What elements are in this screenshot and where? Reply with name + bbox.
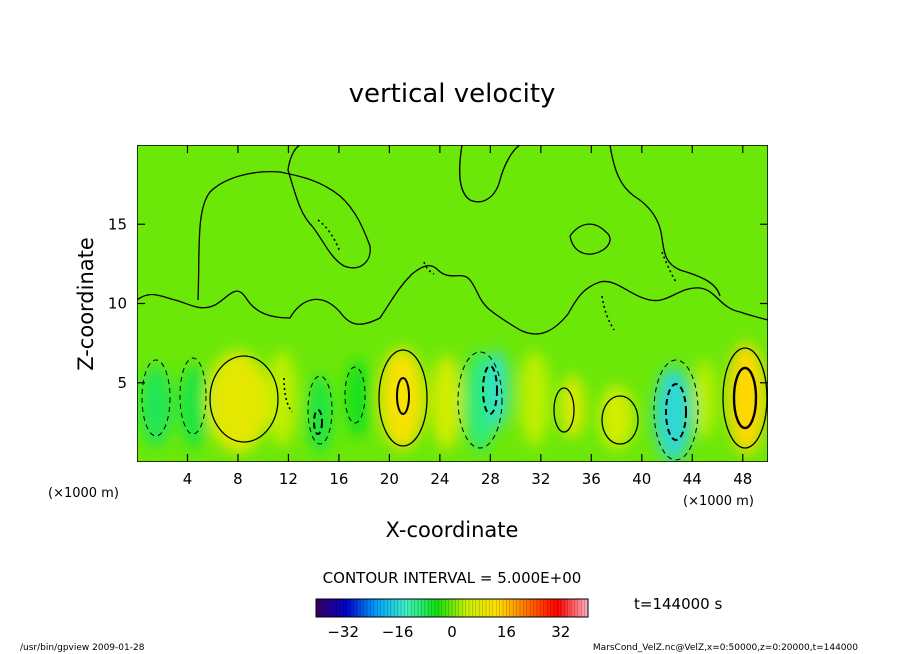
cell-contour bbox=[209, 355, 279, 443]
x-tick-label: 28 bbox=[481, 470, 500, 488]
colorbar-tick-label: −16 bbox=[382, 623, 414, 641]
x-tick-label: 16 bbox=[329, 470, 348, 488]
x-tick-label: 32 bbox=[531, 470, 550, 488]
cell-contour bbox=[732, 366, 758, 430]
neg-contour bbox=[457, 351, 503, 449]
time-label: t=144000 s bbox=[634, 595, 722, 613]
dotted-contour bbox=[423, 261, 435, 275]
x-tick-label: 36 bbox=[582, 470, 601, 488]
colorbar-tick-label: 0 bbox=[447, 623, 457, 641]
colorbar-tick-label: 32 bbox=[551, 623, 570, 641]
x-unit-label-left: (×1000 m) bbox=[48, 486, 119, 501]
x-tick-label: 40 bbox=[632, 470, 651, 488]
shaded-cell-1 bbox=[178, 365, 209, 448]
zero-contour-upper bbox=[197, 145, 371, 301]
shaded-cell-8 bbox=[465, 351, 496, 453]
x-tick-label: 12 bbox=[279, 470, 298, 488]
shaded-cells bbox=[139, 343, 766, 462]
dotted-contour bbox=[317, 219, 341, 253]
x-axis-label: X-coordinate bbox=[386, 518, 519, 542]
shaded-cell-15 bbox=[727, 343, 766, 455]
contour-interval-label: CONTOUR INTERVAL = 5.000E+00 bbox=[323, 569, 582, 587]
x-unit-label-right: (×1000 m) bbox=[683, 494, 754, 509]
shaded-cell-14 bbox=[694, 358, 715, 439]
cell-contour bbox=[378, 349, 428, 447]
contour-lines bbox=[137, 145, 768, 461]
y-tick-label: 5 bbox=[117, 374, 127, 392]
zero-contour-top bbox=[458, 145, 521, 203]
shaded-cell-5 bbox=[345, 358, 371, 439]
cell-contour bbox=[553, 387, 575, 433]
neg-contour bbox=[653, 359, 699, 461]
footer-left: /usr/bin/gpview 2009-01-28 bbox=[20, 643, 145, 653]
neg-contour-strong bbox=[665, 383, 687, 441]
cell-contour bbox=[722, 347, 768, 449]
shaded-cell-2 bbox=[206, 351, 270, 453]
x-axis: 4 8 12 16 20 24 28 32 36 40 44 48 bbox=[183, 145, 752, 488]
neg-contour bbox=[141, 359, 171, 437]
neg-contour bbox=[179, 357, 207, 435]
cell-contour bbox=[601, 395, 639, 445]
chart-title: vertical velocity bbox=[349, 79, 556, 109]
plot-area bbox=[137, 145, 768, 462]
y-axis: 5 10 15 bbox=[108, 215, 768, 392]
shaded-cell-4 bbox=[307, 374, 333, 455]
shaded-cell-7 bbox=[431, 354, 462, 450]
colorbar-tick-label: 16 bbox=[497, 623, 516, 641]
neg-contour-strong bbox=[313, 409, 323, 435]
shaded-cell-12 bbox=[598, 385, 635, 450]
shaded-cell-10 bbox=[519, 351, 550, 447]
x-tick-label: 24 bbox=[430, 470, 449, 488]
shaded-cell-11 bbox=[559, 374, 586, 439]
cell-contour bbox=[396, 377, 410, 415]
neg-contour bbox=[307, 375, 333, 445]
y-axis-label: Z-coordinate bbox=[74, 237, 98, 371]
shaded-cell-3 bbox=[266, 351, 298, 447]
x-tick-label: 4 bbox=[183, 470, 193, 488]
colorbar: −32 −16 0 16 32 bbox=[315, 598, 589, 641]
x-tick-label: 8 bbox=[233, 470, 243, 488]
shaded-cell-0 bbox=[139, 365, 173, 448]
y-tick-label: 15 bbox=[108, 215, 127, 233]
x-tick-label: 44 bbox=[683, 470, 702, 488]
dotted-contour bbox=[661, 251, 677, 283]
zero-contour-lower bbox=[137, 264, 768, 335]
zero-contour-upright bbox=[569, 223, 611, 255]
colorbar-ticks: −32 −16 0 16 32 bbox=[327, 623, 570, 641]
colorbar-tick-label: −32 bbox=[327, 623, 359, 641]
zero-contour-right bbox=[609, 145, 721, 297]
neg-contour bbox=[344, 366, 366, 424]
shaded-cell-6 bbox=[379, 347, 425, 450]
colorbar-bar bbox=[315, 598, 589, 618]
footer-right: MarsCond_VelZ.nc@VelZ,x=0:50000,z=0:2000… bbox=[593, 643, 858, 653]
y-tick-label: 10 bbox=[108, 295, 127, 313]
x-tick-label: 48 bbox=[733, 470, 752, 488]
x-tick-label: 20 bbox=[380, 470, 399, 488]
colorbar-stripes bbox=[319, 599, 585, 617]
neg-contour-strong bbox=[482, 365, 498, 415]
